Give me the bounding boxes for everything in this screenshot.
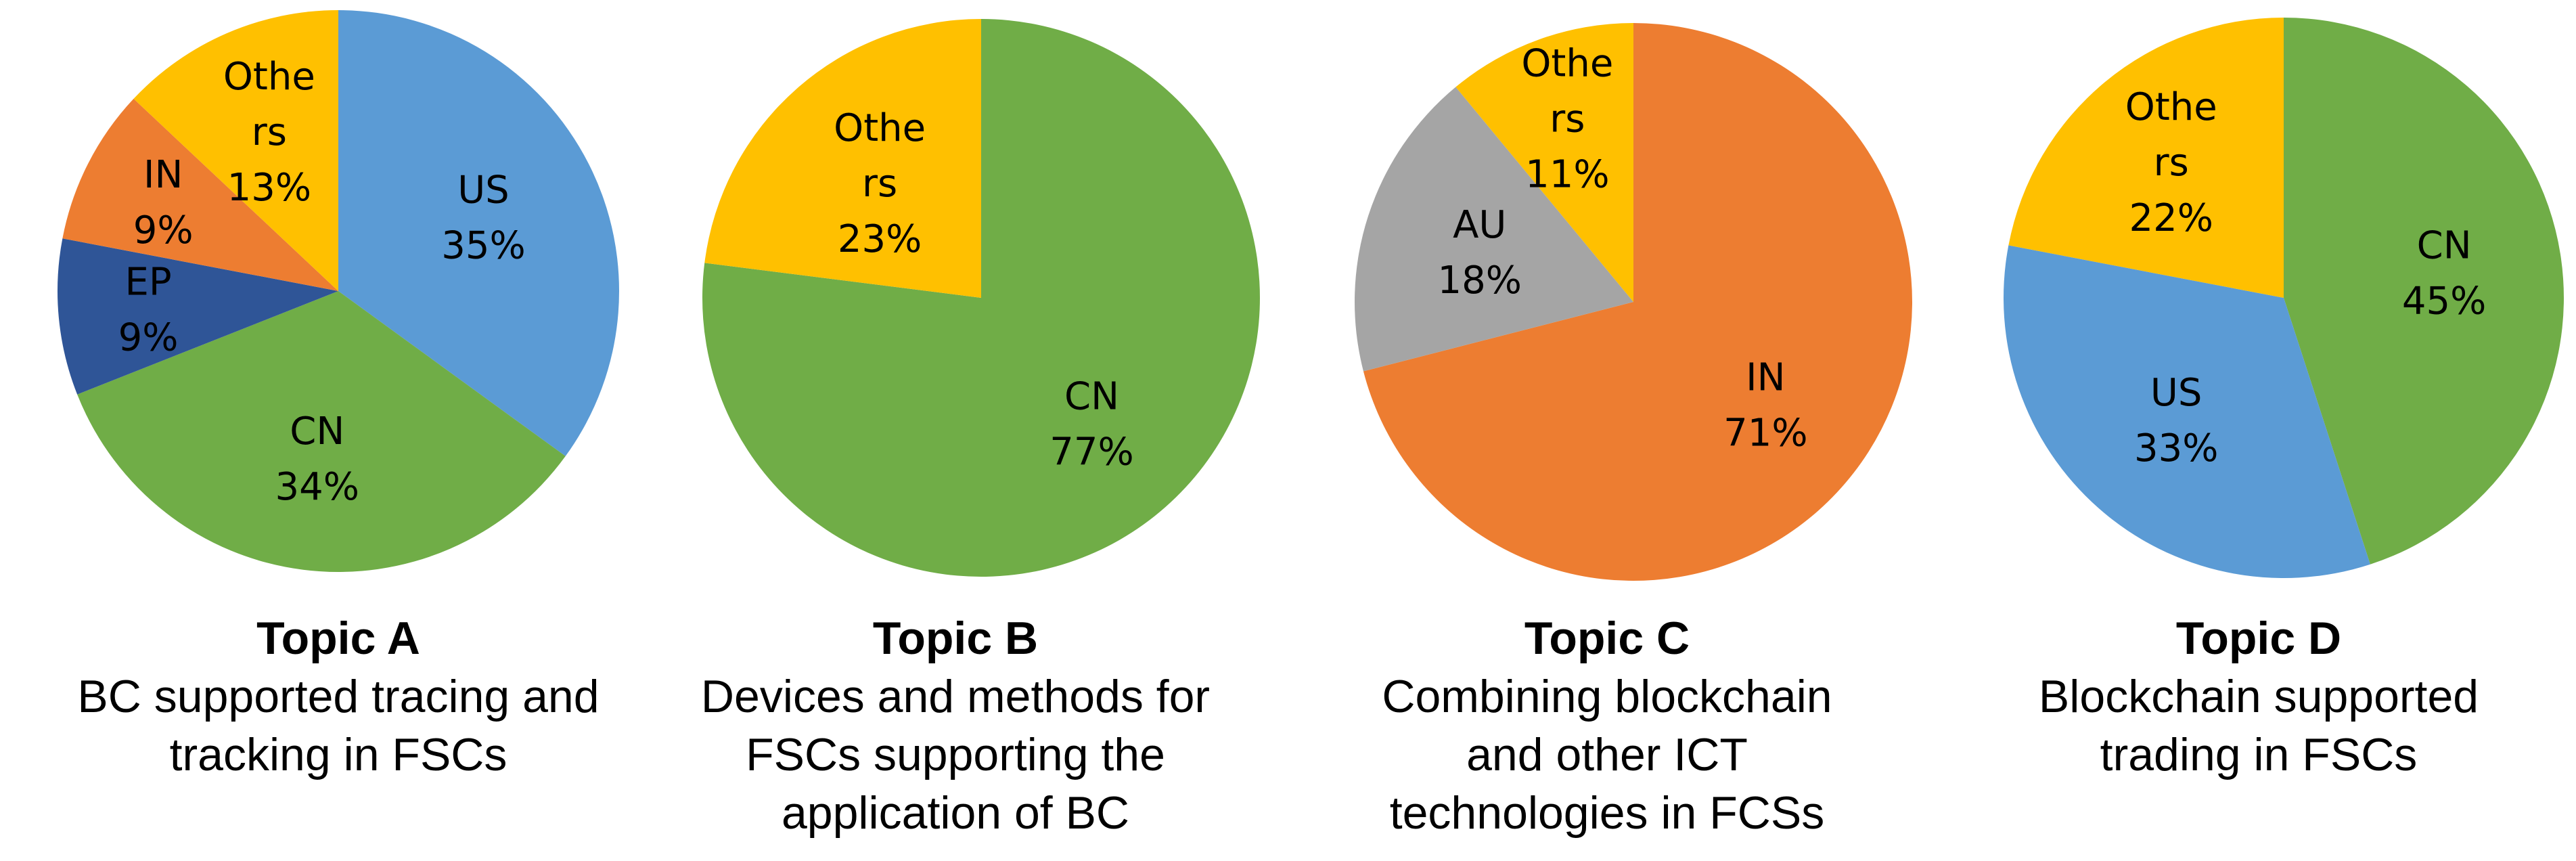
caption-title: Topic D	[2175, 613, 2342, 664]
pie-slice-in	[1363, 23, 1913, 581]
pie-slice-label-line: 22%	[2129, 196, 2213, 240]
pie-slice-us	[338, 10, 620, 456]
pie-slice-label-line: US	[2150, 371, 2202, 415]
caption-line: Devices and methods for	[700, 671, 1211, 722]
pie-slice-label-line: rs	[862, 162, 897, 206]
pie-chart-topic-c: IN 71% AU 18% Othe rs 11%	[1355, 23, 1913, 581]
pie-slice-label-line: CN	[1064, 374, 1119, 418]
pie-slice-label-line: 23%	[838, 217, 922, 261]
pie-slice-label-others: Othe rs 22%	[2125, 85, 2217, 240]
pie-slice-label-line: 35%	[441, 224, 525, 268]
caption-line: tracking in FSCs	[169, 729, 507, 780]
pie-slice-label-line: 18%	[1438, 259, 1522, 303]
pie-slice-label-line: 77%	[1049, 430, 1133, 474]
pie-slice-label-line: 11%	[1525, 153, 1609, 197]
caption-topic-c: Topic C Combining blockchain and other I…	[1303, 609, 1912, 842]
pie-chart-topic-a: US 35% CN 34% EP 9% IN 9% Othe rs 13%	[58, 10, 620, 573]
pie-slice-label-line: IN	[1746, 356, 1785, 400]
pie-slice-label-cn: CN 45%	[2402, 223, 2486, 323]
pie-slice-label-in: IN 71%	[1723, 356, 1807, 456]
caption-line: Combining blockchain	[1382, 671, 1832, 722]
pie-slice-label-line: rs	[252, 110, 287, 154]
pie-slice-label-us: US 35%	[441, 169, 525, 268]
pie-slice-cn	[702, 19, 1261, 577]
pie-slice-cn	[77, 291, 566, 573]
pie-chart-topic-d: CN 45% US 33% Othe rs 22%	[2004, 18, 2564, 579]
pie-slice-label-line: 45%	[2402, 279, 2486, 323]
caption-title: Topic C	[1524, 613, 1690, 664]
pie-slice-others	[1455, 23, 1633, 302]
pie-slice-label-line: IN	[143, 153, 183, 197]
pie-slice-label-line: Othe	[1521, 42, 1613, 86]
pie-slice-label-line: CN	[2417, 223, 2472, 267]
caption-title: Topic B	[872, 613, 1039, 664]
pie-slice-ep	[58, 238, 339, 395]
pie-slice-label-others: Othe rs 23%	[834, 106, 926, 261]
pie-slice-label-line: 9%	[118, 316, 179, 360]
caption-line: Blockchain supported	[2038, 671, 2479, 722]
pie-slice-label-line: 34%	[275, 465, 359, 509]
pie-slice-label-cn: CN 34%	[275, 410, 359, 509]
pie-slice-others	[704, 19, 981, 298]
pie-slice-label-au: AU 18%	[1438, 203, 1522, 303]
caption-topic-d: Topic D Blockchain supported trading in …	[1954, 609, 2563, 784]
pie-slice-label-in: IN 9%	[133, 153, 194, 252]
caption-title: Topic A	[256, 613, 420, 664]
pie-slice-label-line: Othe	[2125, 85, 2217, 129]
pie-slice-label-line: AU	[1453, 203, 1506, 247]
pie-slice-label-line: Othe	[223, 55, 315, 99]
pie-slice-label-others: Othe rs 11%	[1521, 42, 1613, 197]
pie-slice-au	[1355, 87, 1633, 372]
caption-line: BC supported tracing and	[77, 671, 600, 722]
pie-slice-label-ep: EP 9%	[118, 261, 179, 360]
pie-slice-label-line: US	[457, 169, 510, 213]
caption-line: trading in FSCs	[2100, 729, 2418, 780]
pie-slice-label-cn: CN 77%	[1049, 374, 1133, 474]
pie-slice-label-line: Othe	[834, 106, 926, 150]
pie-slice-in	[62, 98, 338, 291]
caption-line: and other ICT	[1466, 729, 1748, 780]
caption-topic-b: Topic B Devices and methods for FSCs sup…	[651, 609, 1260, 842]
pie-chart-topic-b: CN 77% Othe rs 23%	[702, 19, 1261, 577]
pie-slice-label-line: CN	[290, 410, 344, 454]
pie-slice-label-line: 71%	[1723, 412, 1807, 456]
pie-slice-label-line: 13%	[227, 166, 311, 210]
pie-slice-label-line: rs	[1550, 97, 1585, 141]
pie-slice-label-others: Othe rs 13%	[223, 55, 315, 210]
pie-slice-others	[2008, 18, 2284, 298]
pie-slice-label-line: 33%	[2134, 426, 2218, 470]
pie-slice-cn	[2284, 18, 2564, 565]
pie-slice-label-line: 9%	[133, 208, 194, 252]
pie-slice-label-line: rs	[2154, 141, 2189, 185]
pie-slice-label-line: EP	[125, 261, 171, 305]
caption-topic-a: Topic A BC supported tracing and trackin…	[34, 609, 643, 784]
caption-line: application of BC	[781, 787, 1130, 839]
pie-slice-others	[133, 10, 338, 291]
pie-slice-label-us: US 33%	[2134, 371, 2218, 470]
caption-line: technologies in FCSs	[1389, 787, 1825, 839]
pie-slice-us	[2004, 245, 2370, 579]
caption-line: FSCs supporting the	[746, 729, 1165, 780]
